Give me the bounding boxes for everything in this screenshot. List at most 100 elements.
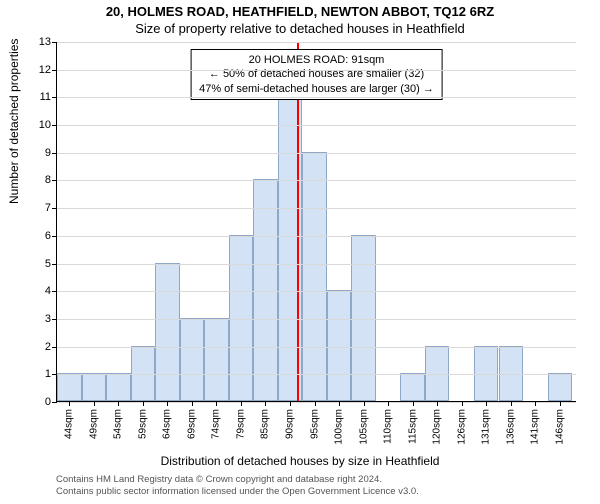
x-tick-mark (143, 401, 144, 406)
y-tick-mark (52, 208, 57, 209)
x-tick-mark (413, 401, 414, 406)
x-tick-mark (290, 401, 291, 406)
histogram-bar (302, 152, 327, 401)
y-tick-mark (52, 291, 57, 292)
x-tick-label: 44sqm (64, 409, 75, 439)
y-tick-mark (52, 319, 57, 320)
x-tick-mark (265, 401, 266, 406)
y-tick-mark (52, 180, 57, 181)
x-tick-mark (486, 401, 487, 406)
x-tick-label: 120sqm (432, 409, 443, 445)
x-tick-label: 74sqm (211, 409, 222, 439)
x-tick-mark (118, 401, 119, 406)
histogram-bar (400, 373, 425, 401)
annotation-line-3: 47% of semi-detached houses are larger (… (199, 82, 434, 96)
gridline (57, 291, 576, 292)
histogram-bar (351, 235, 376, 401)
x-tick-label: 90sqm (285, 409, 296, 439)
histogram-bar (204, 318, 229, 401)
footer-line-2: Contains public sector information licen… (56, 486, 600, 498)
x-tick-mark (511, 401, 512, 406)
histogram-bar (229, 235, 254, 401)
histogram-bar (57, 373, 82, 401)
gridline (57, 402, 576, 403)
x-tick-mark (167, 401, 168, 406)
x-tick-label: 136sqm (505, 409, 516, 445)
x-tick-label: 141sqm (530, 409, 541, 445)
annotation-box: 20 HOLMES ROAD: 91sqm ← 50% of detached … (190, 49, 443, 100)
histogram-chart: 20 HOLMES ROAD: 91sqm ← 50% of detached … (56, 42, 576, 402)
x-tick-mark (364, 401, 365, 406)
y-tick-label: 12 (39, 64, 51, 76)
x-tick-label: 59sqm (137, 409, 148, 439)
y-axis-label: Number of detached properties (7, 39, 21, 204)
x-tick-label: 95sqm (309, 409, 320, 439)
y-tick-mark (52, 264, 57, 265)
y-tick-label: 4 (45, 285, 51, 297)
gridline (57, 347, 576, 348)
x-tick-label: 126sqm (456, 409, 467, 445)
y-tick-mark (52, 153, 57, 154)
x-tick-mark (437, 401, 438, 406)
y-tick-label: 7 (45, 202, 51, 214)
y-tick-label: 10 (39, 119, 51, 131)
gridline (57, 319, 576, 320)
y-tick-mark (52, 97, 57, 98)
gridline (57, 153, 576, 154)
histogram-bar (155, 263, 180, 401)
y-tick-label: 11 (40, 91, 51, 103)
x-tick-label: 110sqm (383, 409, 394, 444)
x-tick-mark (462, 401, 463, 406)
x-axis-label: Distribution of detached houses by size … (0, 454, 600, 468)
y-tick-mark (52, 347, 57, 348)
y-tick-label: 1 (45, 368, 51, 380)
gridline (57, 236, 576, 237)
x-tick-label: 79sqm (235, 409, 246, 439)
x-tick-mark (388, 401, 389, 406)
x-tick-label: 146sqm (554, 409, 565, 445)
y-tick-mark (52, 402, 57, 403)
y-tick-label: 6 (45, 230, 51, 242)
x-tick-label: 54sqm (113, 409, 124, 439)
x-tick-mark (69, 401, 70, 406)
gridline (57, 208, 576, 209)
x-tick-label: 115sqm (407, 409, 418, 444)
x-tick-label: 100sqm (334, 409, 345, 445)
x-tick-mark (94, 401, 95, 406)
gridline (57, 264, 576, 265)
histogram-bar (180, 318, 205, 401)
y-tick-label: 0 (45, 396, 51, 408)
x-tick-mark (192, 401, 193, 406)
y-tick-label: 8 (45, 174, 51, 186)
gridline (57, 42, 576, 43)
footer-line-1: Contains HM Land Registry data © Crown c… (56, 474, 600, 486)
y-tick-label: 13 (39, 36, 51, 48)
plot-area: 20 HOLMES ROAD: 91sqm ← 50% of detached … (56, 42, 576, 402)
x-tick-mark (339, 401, 340, 406)
x-tick-label: 85sqm (260, 409, 271, 439)
page-title: 20, HOLMES ROAD, HEATHFIELD, NEWTON ABBO… (0, 4, 600, 19)
gridline (57, 180, 576, 181)
y-tick-label: 2 (45, 341, 51, 353)
gridline (57, 374, 576, 375)
x-tick-label: 64sqm (162, 409, 173, 439)
histogram-bar (106, 373, 131, 401)
histogram-bar (82, 373, 107, 401)
attribution-footer: Contains HM Land Registry data © Crown c… (56, 474, 600, 498)
y-tick-label: 3 (45, 313, 51, 325)
x-tick-mark (315, 401, 316, 406)
histogram-bar (327, 290, 352, 401)
x-tick-mark (535, 401, 536, 406)
annotation-line-1: 20 HOLMES ROAD: 91sqm (199, 53, 434, 67)
x-tick-label: 69sqm (186, 409, 197, 439)
gridline (57, 125, 576, 126)
x-tick-label: 131sqm (481, 409, 492, 445)
x-tick-label: 105sqm (358, 409, 369, 445)
y-tick-mark (52, 70, 57, 71)
y-tick-mark (52, 236, 57, 237)
page-subtitle: Size of property relative to detached ho… (0, 21, 600, 36)
gridline (57, 70, 576, 71)
gridline (57, 97, 576, 98)
x-tick-mark (560, 401, 561, 406)
histogram-bar (548, 373, 573, 401)
